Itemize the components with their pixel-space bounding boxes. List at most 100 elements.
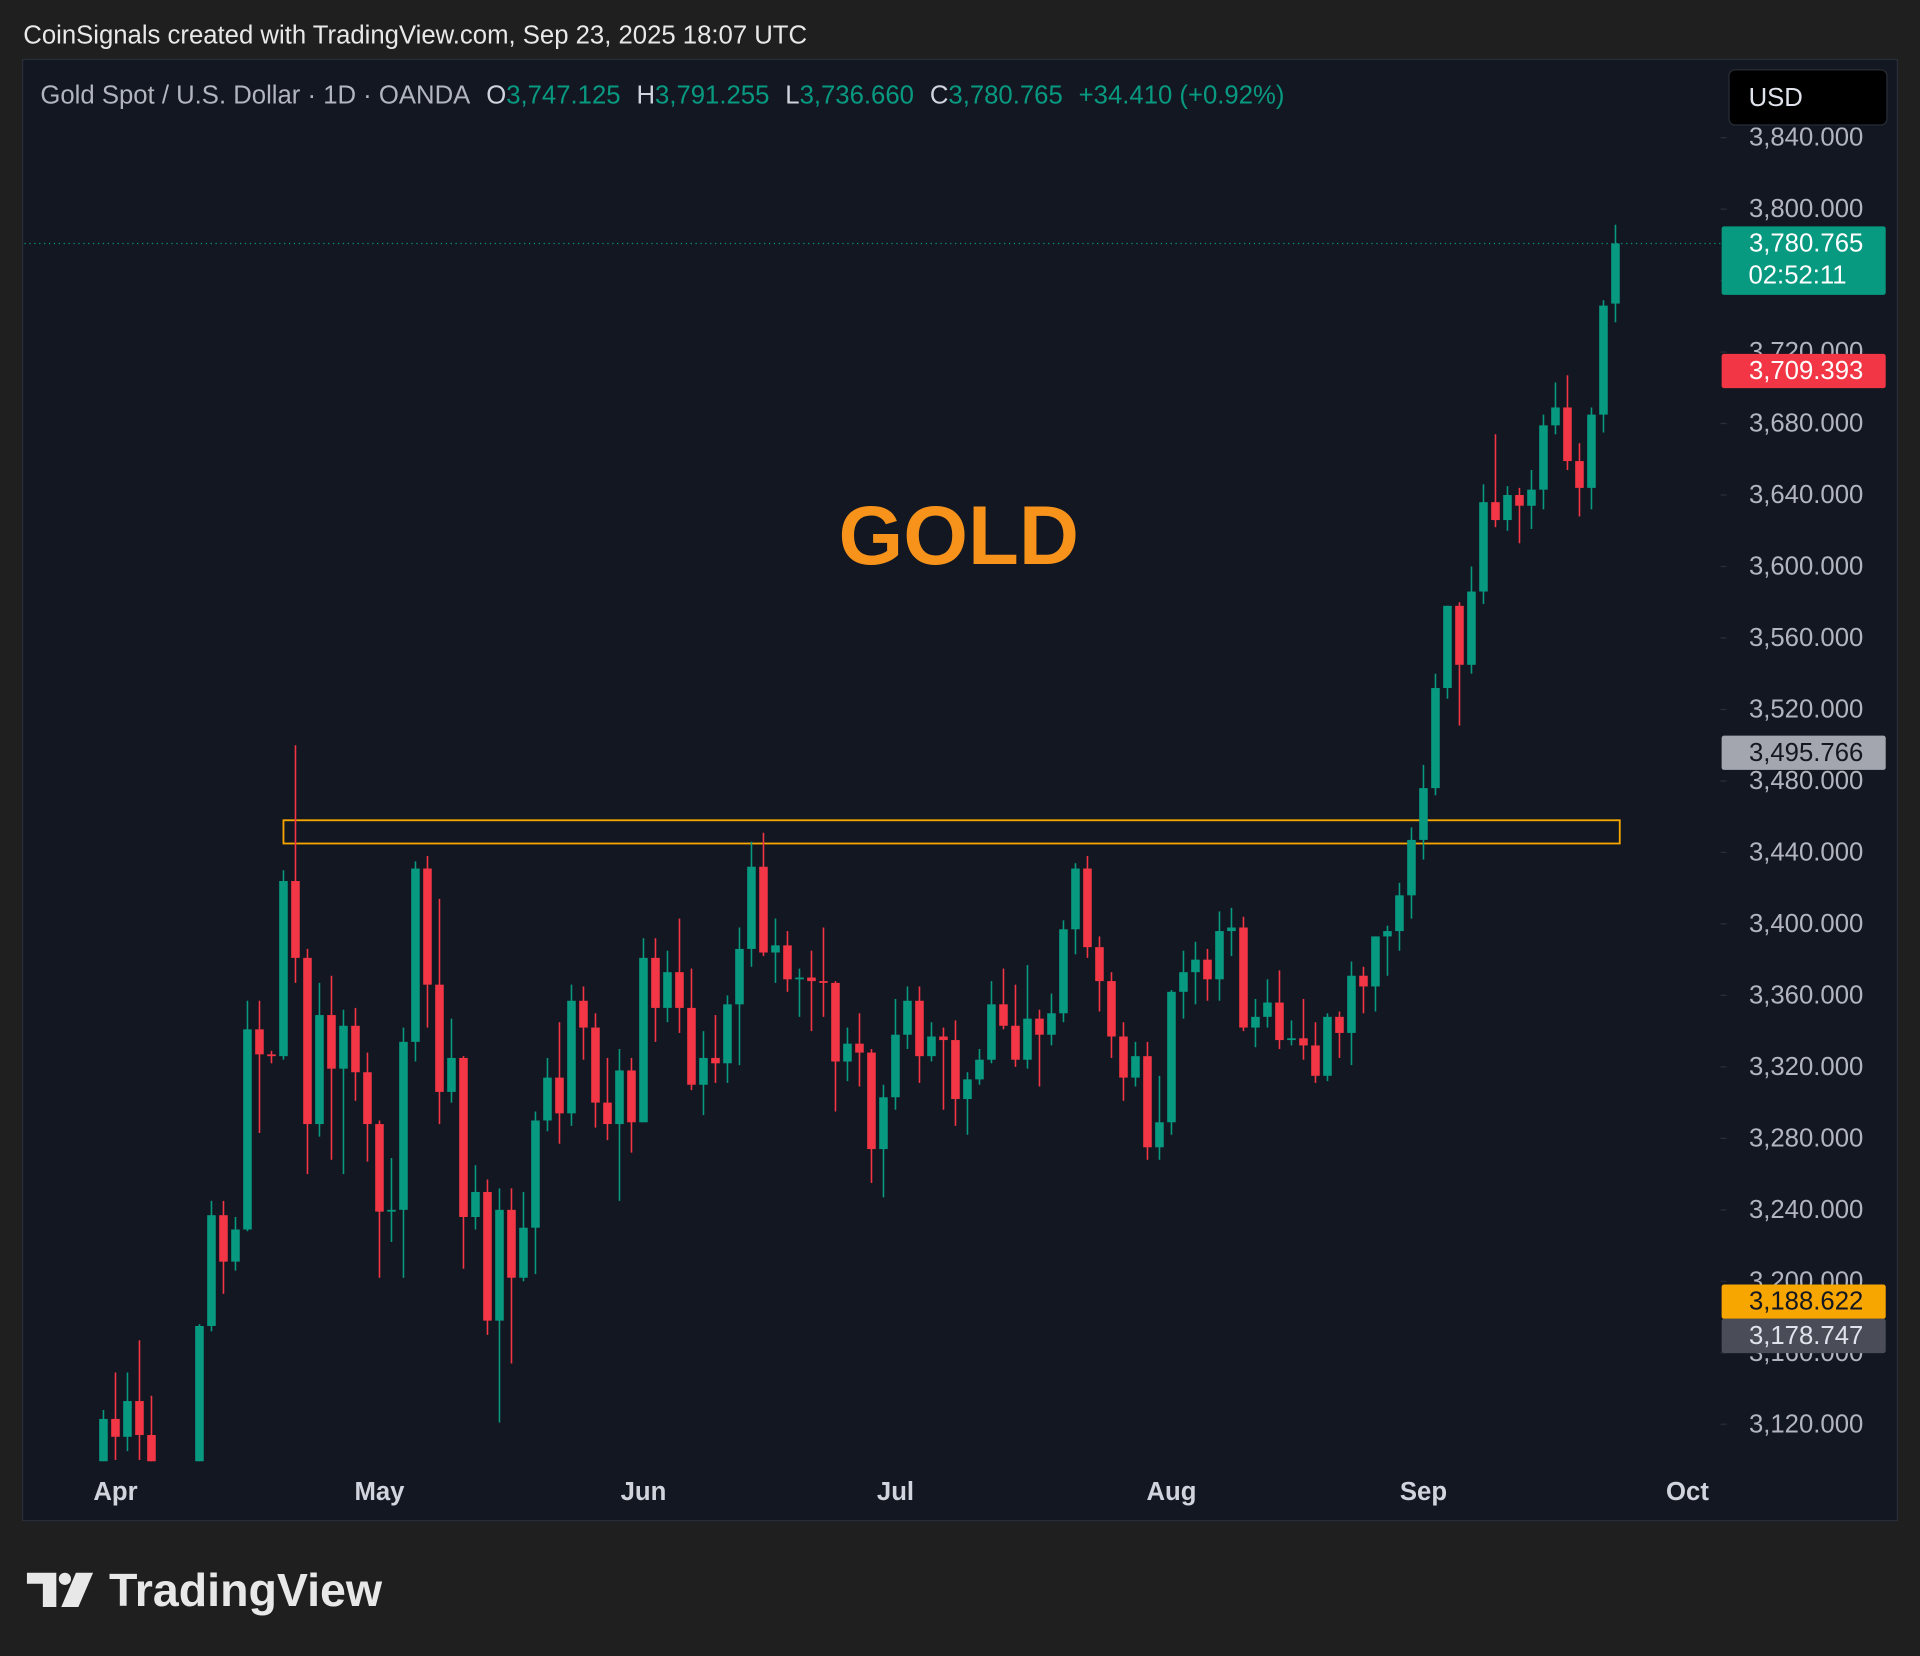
candle-body [1143, 1056, 1152, 1148]
logo-dot [58, 1572, 72, 1585]
currency-button-box[interactable] [1728, 69, 1888, 126]
candle-body [615, 1070, 624, 1125]
candle-body [627, 1070, 636, 1123]
candle-body [495, 1209, 504, 1321]
x-tick-label: Jul [877, 1478, 914, 1506]
candle-body [1287, 1038, 1296, 1041]
plot-area [24, 224, 1721, 1462]
y-tick-label: 3,560.000 [1749, 624, 1863, 652]
candle-body [1515, 495, 1524, 506]
candle-body [1611, 243, 1620, 304]
currency-button[interactable]: USD [1728, 69, 1888, 126]
candle-body [771, 945, 780, 953]
candle-body [1083, 868, 1092, 948]
candle-body [831, 982, 840, 1062]
candle-body [1599, 305, 1608, 415]
candle-body [555, 1077, 564, 1114]
price-label-box [1721, 353, 1886, 389]
candle-body [1431, 688, 1440, 789]
y-tick-label: 3,400.000 [1749, 910, 1863, 938]
candle-body [1179, 972, 1188, 992]
candle-body [303, 957, 312, 1125]
candle-body [987, 1004, 996, 1060]
currency-button-label[interactable]: USD [1749, 84, 1803, 112]
candle-body [411, 868, 420, 1042]
logo-slash [61, 1572, 94, 1608]
candle-body [231, 1229, 240, 1262]
price-label-countdown: 02:52:11 [1748, 261, 1846, 289]
candle-body [951, 1040, 960, 1100]
y-tick-label: 3,520.000 [1749, 695, 1863, 723]
x-tick-label: Aug [1146, 1478, 1196, 1506]
candle-body [1299, 1038, 1308, 1046]
candle-body [147, 1435, 156, 1462]
candle-body [99, 1418, 108, 1462]
y-tick-label: 3,600.000 [1749, 553, 1863, 581]
candle-body [1407, 839, 1416, 896]
candle-body [507, 1209, 516, 1278]
candle-body [1251, 1016, 1260, 1028]
candle-body [1443, 605, 1452, 689]
candle-body [663, 972, 672, 1008]
candle-body [1263, 1002, 1272, 1017]
candle-body [1131, 1056, 1140, 1078]
price-label-box [1721, 735, 1886, 770]
candle-body [927, 1036, 936, 1057]
x-tick-label: Oct [1666, 1478, 1709, 1506]
x-tick-label: Sep [1400, 1478, 1447, 1506]
candle-body [867, 1052, 876, 1150]
x-tick-label: Apr [93, 1478, 137, 1506]
candle-body [1575, 461, 1584, 488]
x-tick-label: May [354, 1478, 405, 1506]
y-tick-label: 3,120.000 [1749, 1410, 1863, 1438]
candle-body [1071, 868, 1080, 930]
candle-body [855, 1043, 864, 1053]
candle-body [1347, 975, 1356, 1033]
candle-body [483, 1191, 492, 1321]
candle-body [351, 1025, 360, 1073]
candle-body [1311, 1045, 1320, 1076]
brand-logo [26, 1572, 94, 1608]
candle-body [1191, 959, 1200, 973]
candle-body [543, 1077, 552, 1121]
candle-body [567, 1000, 576, 1114]
change-value: +34.410 (+0.92%) [1079, 82, 1285, 110]
candle-body [1587, 414, 1596, 488]
candle-body [1395, 895, 1404, 932]
ohlc-value: 3,791.255 [655, 82, 769, 110]
candle-body [603, 1102, 612, 1125]
ohlc-key: O [486, 82, 506, 110]
candle-body [1527, 489, 1536, 506]
price-label-box [1721, 1318, 1886, 1354]
candle-body [1227, 927, 1236, 932]
candle-body [111, 1418, 120, 1437]
ohlc-value: 3,747.125 [506, 82, 620, 110]
candle-body [1335, 1016, 1344, 1033]
brand-name: TradingView [109, 1564, 383, 1616]
candle-body [1371, 936, 1380, 987]
candle-body [267, 1054, 276, 1057]
candle-body [879, 1097, 888, 1150]
price-label: 3,178.747 [1749, 1322, 1863, 1350]
y-tick-label: 3,280.000 [1749, 1124, 1863, 1152]
candle-body [591, 1027, 600, 1103]
candle-body [519, 1227, 528, 1278]
candle-body [939, 1036, 948, 1041]
candle-body [1167, 991, 1176, 1123]
candle-body [723, 1004, 732, 1064]
time-axis: Apr May Jun Jul Aug Sep Oct [93, 1478, 1709, 1506]
candle-body [1107, 981, 1116, 1037]
candle-body [447, 1057, 456, 1092]
ohlc-value: 3,780.765 [948, 82, 1062, 110]
candle-body [123, 1401, 132, 1437]
candle-body [1119, 1036, 1128, 1078]
candle-body [747, 866, 756, 949]
ohlc-value: 3,736.660 [800, 82, 914, 110]
candle-body [291, 881, 300, 958]
candle-body [1215, 931, 1224, 980]
candle-body [1563, 407, 1572, 462]
price-label: 3,709.393 [1749, 357, 1863, 385]
candle-body [843, 1043, 852, 1062]
candle-body [459, 1057, 468, 1217]
